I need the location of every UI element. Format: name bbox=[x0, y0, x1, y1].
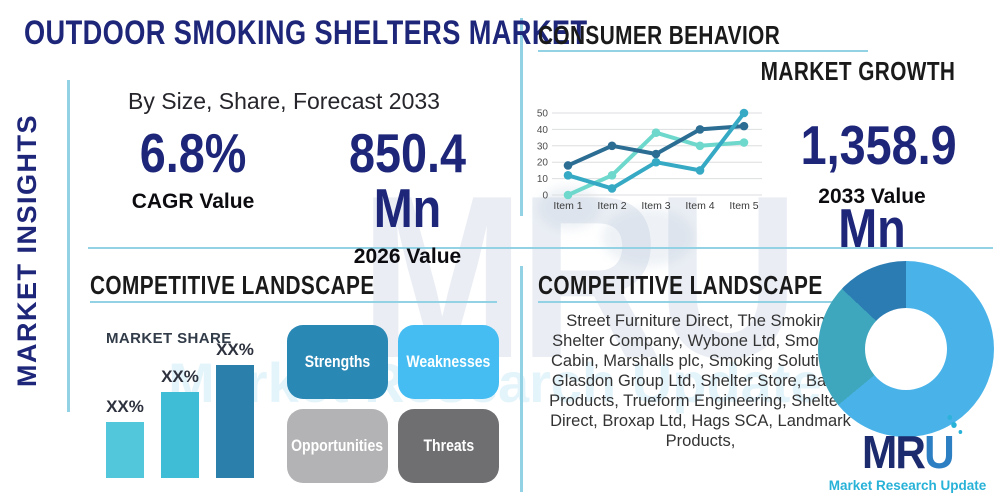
value-2026: 850.4 Mn bbox=[348, 122, 466, 239]
market-share-bar-chart: XX% XX% XX% bbox=[106, 340, 254, 478]
mru-logo-text: MRU bbox=[862, 415, 963, 478]
vertical-divider-top bbox=[520, 18, 523, 216]
market-growth-header: MARKET GROWTH bbox=[760, 56, 955, 86]
svg-text:Item 4: Item 4 bbox=[685, 200, 714, 212]
competitive-landscape-right-header: COMPETITIVE LANDSCAPE bbox=[538, 270, 823, 300]
swot-opportunities-label: Opportunities bbox=[291, 436, 384, 455]
cagr-value: 6.8% bbox=[139, 122, 247, 184]
logo-mr-letters: MR bbox=[862, 426, 926, 478]
market-share-label: MARKET SHARE bbox=[106, 330, 232, 347]
competitive-landscape-left-header: COMPETITIVE LANDSCAPE bbox=[90, 270, 375, 300]
svg-text:Item 2: Item 2 bbox=[597, 200, 626, 212]
market-share-bar-3: XX% bbox=[216, 340, 254, 478]
consumer-behavior-line-chart: 0 10 20 30 40 50 Item 1 Item 2 Item 3 Item 4 Item … bbox=[526, 105, 768, 221]
left-rail-divider bbox=[67, 80, 70, 412]
logo-tagline: Market Research Update bbox=[828, 478, 987, 493]
consumer-behavior-underline bbox=[538, 50, 868, 52]
stat-2026-value: 850.4 Mn 2026 Value bbox=[295, 126, 520, 269]
swot-threats: Threats bbox=[398, 409, 499, 483]
growth-2033-label: 2033 Value bbox=[818, 185, 926, 208]
logo-droplet-icon bbox=[951, 422, 957, 428]
bar-value-label: XX% bbox=[161, 367, 199, 386]
swot-opportunities: Opportunities bbox=[287, 409, 388, 483]
bar bbox=[161, 392, 199, 478]
swot-strengths-label: Strengths bbox=[304, 352, 371, 371]
donut-hole bbox=[865, 308, 947, 390]
bar-value-label: XX% bbox=[106, 397, 144, 416]
svg-text:Item 3: Item 3 bbox=[641, 200, 670, 212]
market-share-donut-chart bbox=[818, 261, 994, 437]
line-chart-svg: 0 10 20 30 40 50 Item 1 Item 2 Item 3 Item 4 Item … bbox=[537, 109, 762, 212]
watermark-blob bbox=[602, 208, 694, 266]
consumer-behavior-header: CONSUMER BEHAVIOR bbox=[538, 20, 781, 50]
bar bbox=[106, 422, 144, 478]
svg-text:Item 5: Item 5 bbox=[729, 200, 758, 212]
svg-text:Item 1: Item 1 bbox=[553, 200, 582, 212]
page-title: OUTDOOR SMOKING SHELTERS MARKET bbox=[24, 14, 588, 52]
market-share-bar-2: XX% bbox=[161, 367, 199, 478]
svg-text:50: 50 bbox=[537, 109, 549, 120]
growth-2033-value: 1,358.9 bbox=[800, 114, 957, 176]
svg-text:40: 40 bbox=[537, 125, 549, 136]
bar-value-label: XX% bbox=[216, 340, 254, 359]
swot-weaknesses: Weaknesses bbox=[398, 325, 499, 399]
market-insights-vertical-label: MARKET INSIGHTS bbox=[12, 113, 42, 387]
svg-text:30: 30 bbox=[537, 141, 549, 152]
competitive-landscape-left-underline bbox=[90, 301, 497, 303]
vertical-divider-bottom bbox=[520, 266, 523, 492]
market-share-bar-1: XX% bbox=[106, 397, 144, 478]
swot-strengths: Strengths bbox=[287, 325, 388, 399]
competitive-landscape-right-underline bbox=[538, 301, 872, 303]
stat-cagr: 6.8% CAGR Value bbox=[98, 126, 288, 214]
growth-2033-unit: Mn bbox=[838, 197, 906, 259]
mru-logo: MRU Market Research Update bbox=[820, 415, 995, 493]
company-list: Street Furniture Direct, The Smoking She… bbox=[549, 312, 852, 450]
svg-text:20: 20 bbox=[537, 158, 549, 169]
svg-text:0: 0 bbox=[542, 191, 548, 202]
swot-grid: Strengths Weaknesses Opportunities Threa… bbox=[287, 325, 499, 483]
report-subtitle: By Size, Share, Forecast 2033 bbox=[128, 88, 440, 114]
label-2026: 2026 Value bbox=[353, 245, 462, 268]
swot-threats-label: Threats bbox=[423, 436, 474, 455]
swot-weaknesses-label: Weaknesses bbox=[406, 352, 491, 371]
logo-u-letter: U bbox=[924, 426, 955, 478]
logo-droplet-icon bbox=[947, 415, 953, 420]
bar bbox=[216, 365, 254, 478]
horizontal-divider bbox=[88, 247, 993, 249]
svg-text:10: 10 bbox=[537, 174, 549, 185]
logo-droplet-icon bbox=[958, 430, 963, 434]
cagr-label: CAGR Value bbox=[131, 190, 255, 213]
